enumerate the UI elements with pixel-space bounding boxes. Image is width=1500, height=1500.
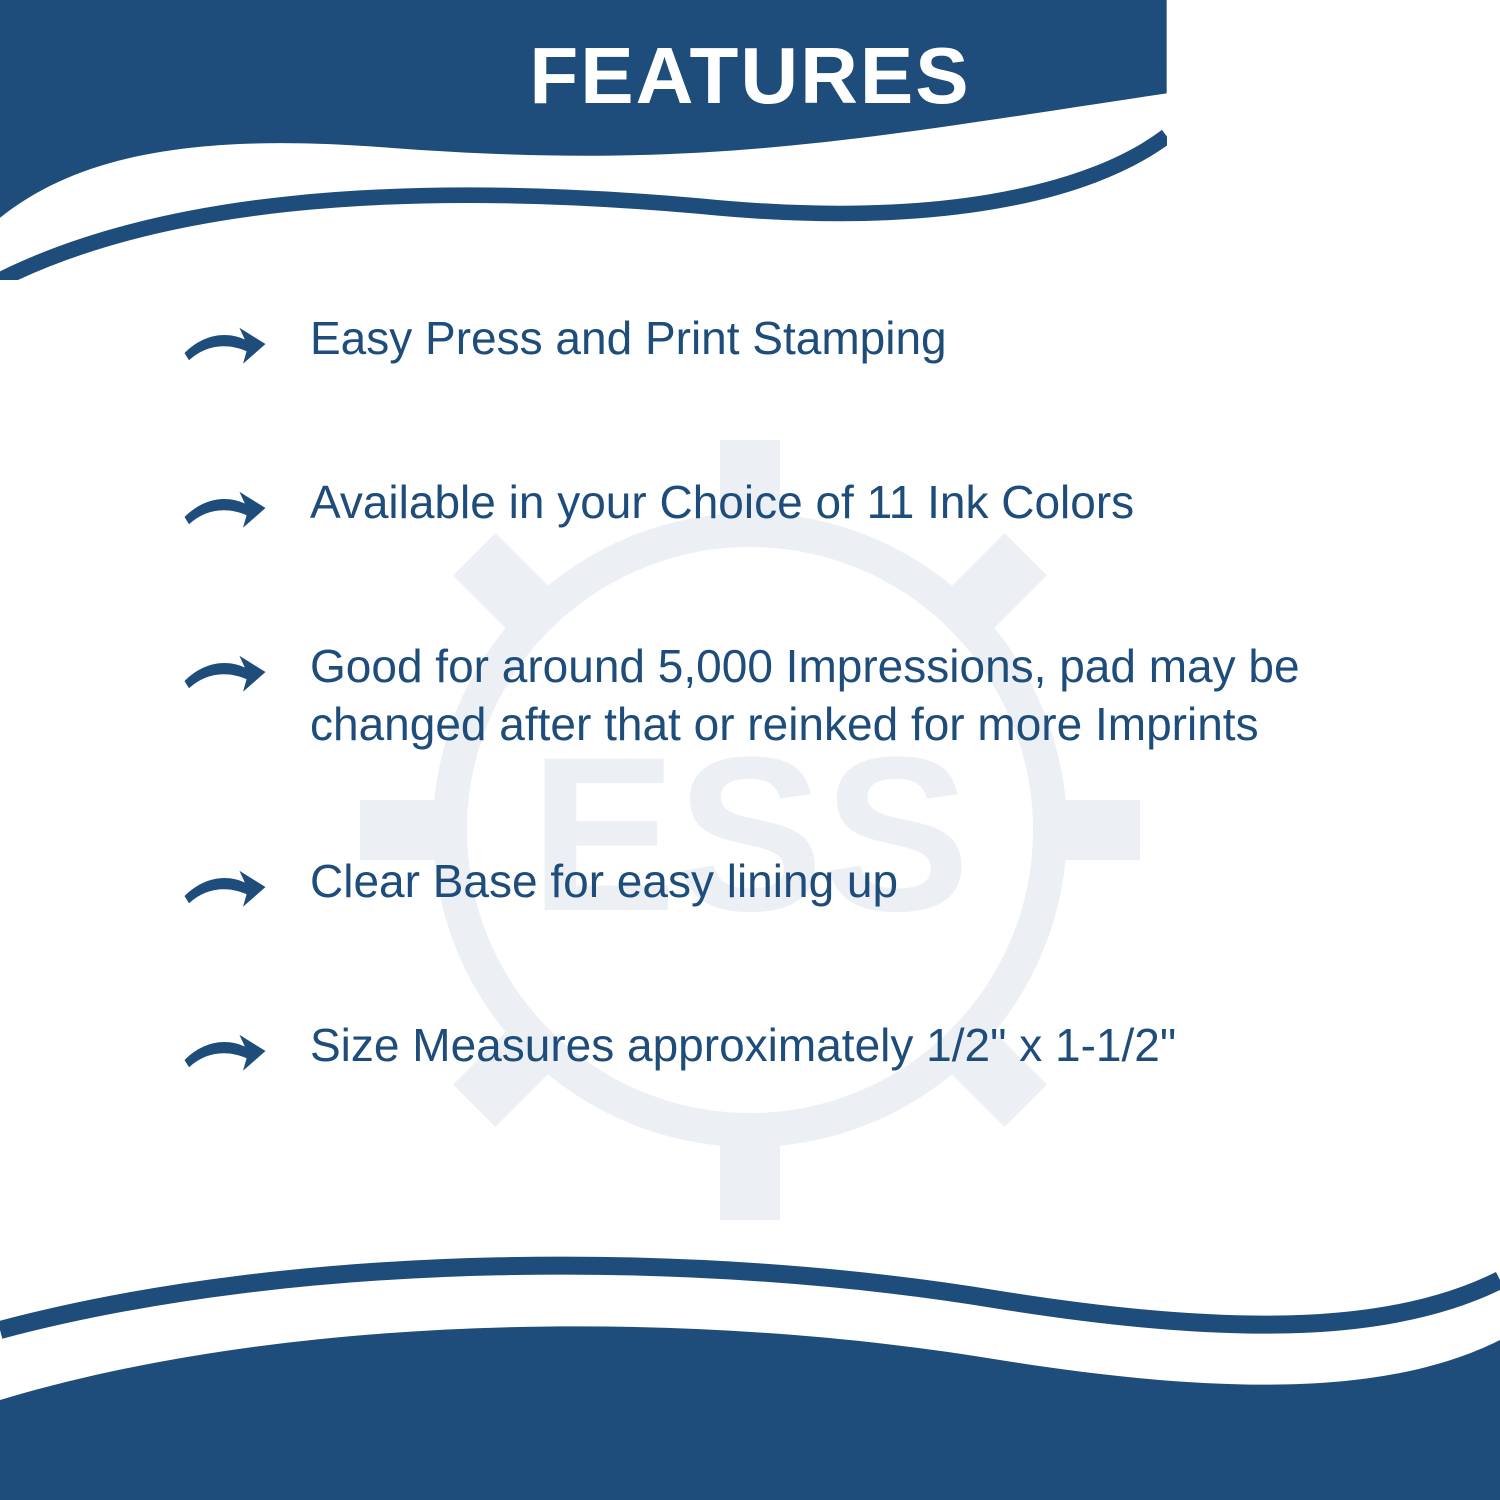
arrow-icon xyxy=(180,857,270,917)
arrow-icon xyxy=(180,642,270,702)
page-title: FEATURES xyxy=(0,30,1500,122)
arrow-icon xyxy=(180,478,270,538)
feature-item: Good for around 5,000 Impressions, pad m… xyxy=(180,638,1380,753)
feature-item: Clear Base for easy lining up xyxy=(180,853,1380,917)
feature-text: Good for around 5,000 Impressions, pad m… xyxy=(310,638,1380,753)
feature-text: Size Measures approximately 1/2" x 1-1/2… xyxy=(310,1017,1176,1075)
arrow-icon xyxy=(180,1021,270,1081)
feature-item: Size Measures approximately 1/2" x 1-1/2… xyxy=(180,1017,1380,1081)
footer-wave-band xyxy=(0,1240,1500,1500)
feature-text: Available in your Choice of 11 Ink Color… xyxy=(310,474,1134,532)
features-list: Easy Press and Print Stamping Available … xyxy=(180,310,1380,1181)
arrow-icon xyxy=(180,314,270,374)
feature-item: Easy Press and Print Stamping xyxy=(180,310,1380,374)
feature-item: Available in your Choice of 11 Ink Color… xyxy=(180,474,1380,538)
feature-text: Clear Base for easy lining up xyxy=(310,853,898,911)
feature-text: Easy Press and Print Stamping xyxy=(310,310,947,368)
